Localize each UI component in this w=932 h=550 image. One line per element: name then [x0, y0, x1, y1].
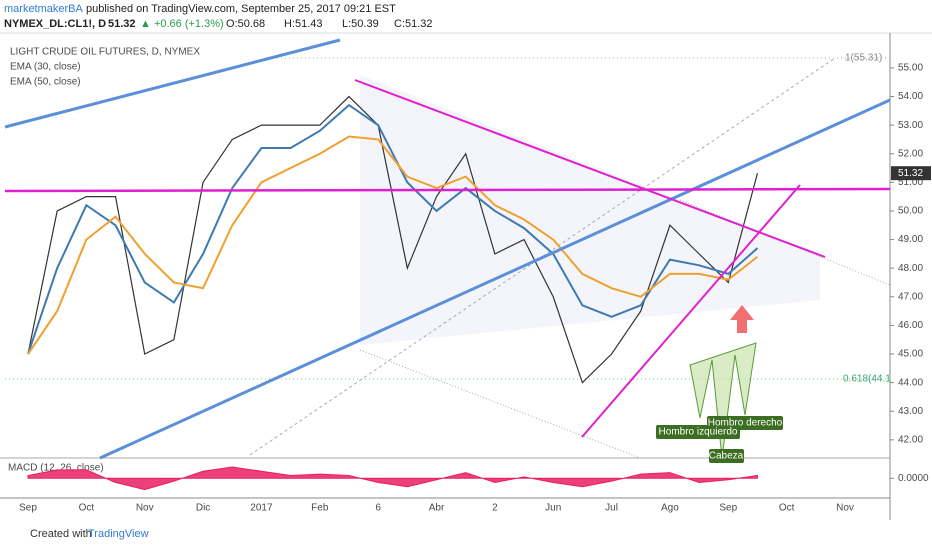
- x-tick-label: Oct: [779, 503, 795, 514]
- x-tick-label: 6: [375, 503, 381, 514]
- y-tick-label: 52.00: [898, 148, 923, 159]
- y-tick-label: 45.00: [898, 349, 923, 360]
- x-tick-label: 2017: [250, 503, 273, 514]
- pattern-shape: [689, 342, 757, 459]
- x-tick-label: Oct: [79, 503, 95, 514]
- x-tick-label: 2: [492, 503, 498, 514]
- label-box: [656, 425, 740, 439]
- trend-line: [581, 184, 801, 438]
- macd-area: [27, 466, 758, 491]
- x-tick-label: Sep: [19, 503, 37, 514]
- high: H:51.43: [284, 18, 323, 30]
- y-tick-label: 44.00: [898, 377, 923, 388]
- price-tag: [891, 166, 931, 181]
- last-price: 51.32: [108, 18, 136, 30]
- legend-entry: EMA (30, close): [10, 62, 81, 73]
- y-tick-label: 51.00: [898, 177, 923, 188]
- annotation: Cabeza: [709, 451, 744, 462]
- pattern-shade: [360, 75, 820, 345]
- y-tick-label: 47.00: [898, 291, 923, 302]
- close: C:51.32: [394, 18, 433, 30]
- price-tag-label: 51.32: [898, 168, 923, 179]
- resistance-line: [4, 187, 891, 193]
- chart-title: LIGHT CRUDE OIL FUTURES, D, NYMEX: [10, 47, 200, 58]
- y-tick-label: 48.00: [898, 263, 923, 274]
- change: ▲ +0.66 (+1.3%): [140, 18, 224, 30]
- open: O:50.68: [226, 18, 265, 30]
- x-tick-label: Jun: [545, 503, 561, 514]
- y-tick-label: 54.00: [898, 91, 923, 102]
- ema-line: [27, 135, 759, 355]
- drawings: Hombro derecho Hombro izquierdo Cabeza 1…: [4, 38, 891, 463]
- x-tick-label: Dic: [196, 503, 210, 514]
- y-tick-label: 42.00: [898, 434, 923, 445]
- x-tick-label: Sep: [719, 503, 737, 514]
- price-line: [27, 95, 759, 384]
- y-tick-label: 55.00: [898, 63, 923, 74]
- y-tick-label: 46.00: [898, 320, 923, 331]
- low: L:50.39: [342, 18, 379, 30]
- annotation: Hombro derecho: [708, 418, 783, 429]
- x-tick-label: Abr: [429, 503, 445, 514]
- macd-title: MACD (12, 26, close): [8, 463, 104, 474]
- ema-line: [27, 103, 759, 355]
- trend-line: [4, 38, 341, 129]
- y-tick-label: 53.00: [898, 120, 923, 131]
- annotation: 0.618(44.1: [843, 374, 891, 385]
- y-tick-label: 49.00: [898, 234, 923, 245]
- trend-line: [99, 98, 891, 460]
- published: published on TradingView.com, September …: [86, 3, 396, 15]
- channel-line: [359, 349, 641, 459]
- symbol: NYMEX_DL:CL1!, D: [4, 18, 106, 30]
- y-tick-label: 50.00: [898, 206, 923, 217]
- arrow: [730, 305, 754, 333]
- legend-entry: EMA (50, close): [10, 77, 81, 88]
- x-tick-label: Nov: [836, 503, 854, 514]
- chart: [5, 57, 891, 459]
- x-tick-label: Jul: [605, 503, 618, 514]
- x-tick-label: Nov: [136, 503, 154, 514]
- fib-trend: [249, 57, 836, 456]
- author[interactable]: marketmakerBA: [4, 3, 84, 15]
- label-box: [709, 449, 744, 463]
- x-tick-label: Feb: [311, 503, 329, 514]
- x-tick-label: Ago: [661, 503, 679, 514]
- trend-line: [354, 79, 826, 258]
- y-tick-label: 43.00: [898, 406, 923, 417]
- annotation: Hombro izquierdo: [659, 427, 738, 438]
- footer-text: Created with: [30, 528, 92, 540]
- y-tick-label: 0.0000: [898, 473, 929, 484]
- annotation: 1(55.31): [845, 53, 882, 64]
- footer-brand[interactable]: TradingView: [88, 528, 149, 540]
